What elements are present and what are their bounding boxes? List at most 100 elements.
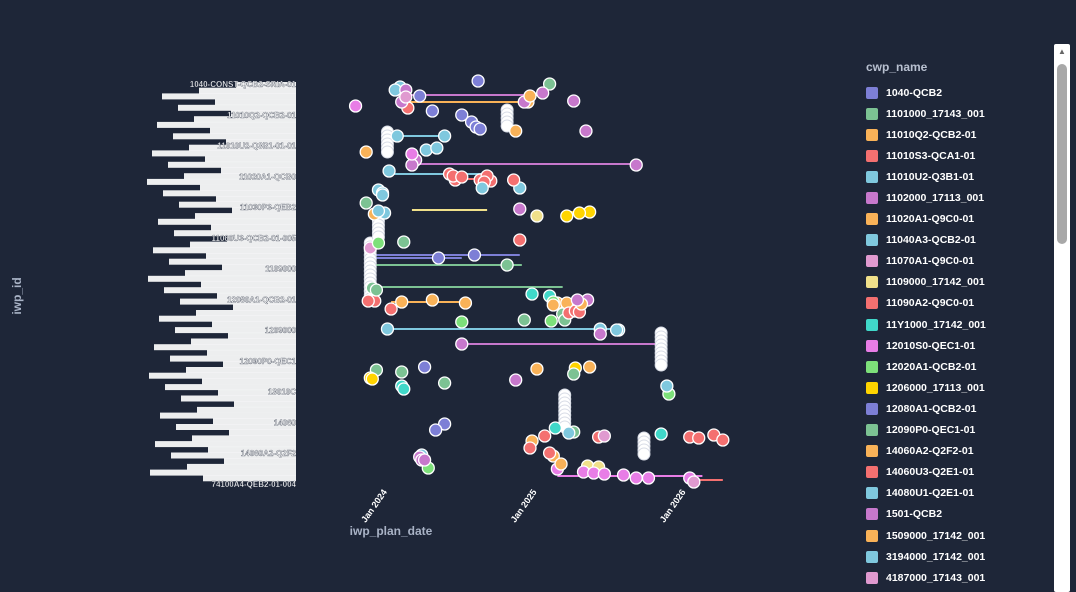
legend-scrollbar-thumb[interactable] [1057, 64, 1067, 244]
y-tick-label: 1040-CONST-QCB2-SRIA-01 [190, 80, 297, 89]
legend-swatch [866, 234, 878, 247]
legend-swatch [866, 360, 878, 373]
legend-item[interactable]: 11010Q2-QCB2-01 [860, 124, 1050, 145]
y-tick-label-block [152, 150, 296, 157]
white-marker [637, 447, 651, 461]
data-point [523, 441, 537, 455]
y-tick-label: 1209000 [265, 326, 297, 335]
legend-label: 14060A2-Q2F2-01 [886, 445, 974, 458]
data-point [567, 94, 581, 108]
data-point [507, 173, 521, 187]
y-tick-label: 11060U3-QCB2-01-005 [212, 234, 297, 243]
y-tick-label-block [224, 458, 296, 465]
legend-item[interactable]: 12020A1-QCB2-01 [860, 356, 1050, 377]
legend-item[interactable]: 1101000_17143_001 [860, 103, 1050, 124]
legend-swatch [866, 192, 878, 205]
legend-label: 14060U3-Q2E1-01 [886, 466, 975, 479]
legend-label: 12010S0-QEC1-01 [886, 339, 976, 352]
y-tick-label-block [150, 469, 296, 476]
legend-swatch [866, 339, 878, 352]
data-point [359, 145, 373, 159]
y-tick-label-block [176, 424, 296, 430]
y-tick-label: 14060 [274, 418, 297, 427]
y-tick-label-block [223, 361, 296, 368]
legend-item[interactable]: 1509000_17142_001 [860, 525, 1050, 546]
legend-item[interactable]: 1501-QCB2 [860, 504, 1050, 525]
data-point [455, 315, 469, 329]
y-tick-label: 1109000 [265, 265, 296, 274]
legend-label: 4187000_17143_001 [886, 571, 986, 584]
y-tick-label-block [218, 389, 296, 396]
y-tick-label-block [147, 178, 296, 185]
legend-item[interactable]: 11010U2-Q3B1-01 [860, 166, 1050, 187]
data-point [437, 376, 452, 390]
legend-swatch [866, 255, 878, 268]
y-tick-labels: 1040-CONST-QCB2-SRIA-01 11010Q2-QCB2-01 11… [147, 80, 297, 489]
legend-swatch [866, 86, 878, 99]
legend-item[interactable]: 12090P0-QEC1-01 [860, 420, 1050, 441]
data-points [348, 74, 730, 489]
legend-swatch [866, 381, 878, 394]
data-point [513, 202, 527, 216]
legend-item[interactable]: 14080U1-Q2E1-01 [860, 483, 1050, 504]
y-tick-label-block [170, 355, 296, 362]
y-tick-label-block [160, 412, 296, 419]
data-point [716, 433, 730, 447]
scroll-up-icon[interactable]: ▲ [1058, 47, 1066, 56]
data-point [687, 475, 701, 489]
data-point [579, 124, 593, 138]
data-point [692, 431, 706, 445]
legend-swatch [866, 424, 878, 437]
data-point [359, 196, 373, 210]
data-point [597, 429, 612, 443]
y-tick-label-block [168, 161, 296, 168]
data-point [405, 158, 419, 172]
legend-label: 1109000_17142_001 [886, 276, 985, 289]
legend-item[interactable]: 1040-QCB2 [860, 82, 1050, 103]
y-tick-label: 11030P3-QEB2 [240, 203, 297, 212]
legend-item[interactable]: 4187000_17143_001 [860, 567, 1050, 588]
y-tick-label-block [199, 87, 296, 94]
data-point [455, 337, 469, 351]
legend-item[interactable]: 3194000_17142_001 [860, 546, 1050, 567]
legend-item[interactable]: 11070A1-Q9C0-01 [860, 251, 1050, 272]
legend-item[interactable]: 14060U3-Q2E1-01 [860, 462, 1050, 483]
data-point [405, 147, 419, 161]
data-point [536, 86, 550, 100]
legend-swatch [866, 550, 878, 563]
legend-item[interactable]: 14060A2-Q2F2-01 [860, 441, 1050, 462]
y-tick-label-block [211, 224, 296, 231]
legend-item[interactable]: 11040A3-QCB2-01 [860, 230, 1050, 251]
legend-item[interactable]: 11020A1-Q9C0-01 [860, 209, 1050, 230]
legend-scrollbar[interactable]: ▲ [1054, 44, 1070, 592]
y-tick-label-block [153, 247, 296, 254]
data-point [509, 124, 523, 138]
white-marker [654, 358, 668, 372]
data-point [570, 293, 585, 307]
legend-item[interactable]: 11010S3-QCA1-01 [860, 145, 1050, 166]
legend-item[interactable]: 12080A1-QCB2-01 [860, 398, 1050, 419]
y-tick-label-block [181, 395, 296, 402]
data-point [365, 372, 379, 386]
legend-item[interactable]: 12010S0-QEC1-01 [860, 335, 1050, 356]
data-point [525, 287, 539, 301]
legend-label: 11010U2-Q3B1-01 [886, 170, 975, 183]
legend-item[interactable]: 1102000_17113_001 [860, 187, 1050, 208]
y-tick-label-block [159, 315, 296, 322]
legend-item[interactable]: 1206000_17113_001 [860, 377, 1050, 398]
legend-swatch [866, 529, 878, 542]
y-tick-label-block [158, 218, 296, 225]
data-point [399, 90, 413, 104]
legend-item[interactable]: 11Y1000_17142_001 [860, 314, 1050, 335]
y-tick-label-block [210, 127, 296, 134]
data-point [413, 89, 427, 103]
data-point [523, 89, 537, 103]
y-tick-label-block [212, 321, 296, 328]
data-point [544, 314, 558, 328]
data-point [455, 108, 469, 122]
x-tick-label: Jan 2025 [509, 487, 539, 524]
data-point [660, 379, 674, 393]
x-axis-title: iwp_plan_date [350, 524, 433, 538]
legend-item[interactable]: 11090A2-Q9C0-01 [860, 293, 1050, 314]
legend-item[interactable]: 1109000_17142_001 [860, 272, 1050, 293]
